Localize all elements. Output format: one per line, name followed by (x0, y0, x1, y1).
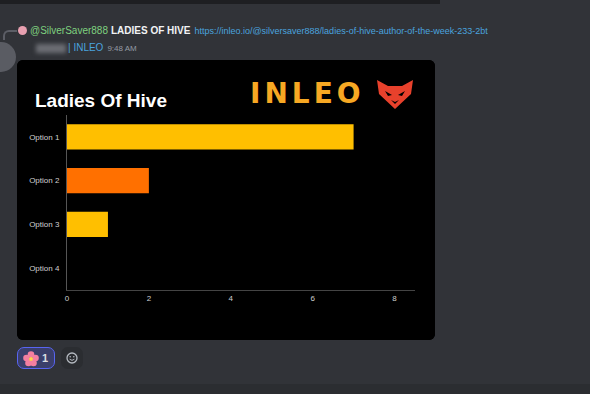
html-text:INLEO: INLEO (250, 77, 365, 110)
svg-text:2: 2 (147, 294, 152, 303)
svg-text:Option 3: Option 3 (29, 220, 60, 229)
svg-text:Option 4: Option 4 (29, 264, 60, 273)
svg-text:0: 0 (65, 294, 70, 303)
svg-text:Ladies Of Hive: Ladies Of Hive (35, 90, 167, 111)
html-text:| INLEO 9:48 AM: | INLEO 9:48 AM (68, 42, 137, 53)
html-text:@SilverSaver888 LADIES OF HIVE: @SilverSaver888 LADIES OF HIVE https://i… (30, 25, 488, 36)
svg-text:Option 1: Option 1 (29, 133, 60, 142)
svg-text:Option 2: Option 2 (29, 176, 60, 185)
svg-text:6: 6 (310, 294, 315, 303)
svg-text:4: 4 (229, 294, 234, 303)
html-text:1: 1 (42, 352, 49, 364)
svg-text:8: 8 (392, 294, 397, 303)
